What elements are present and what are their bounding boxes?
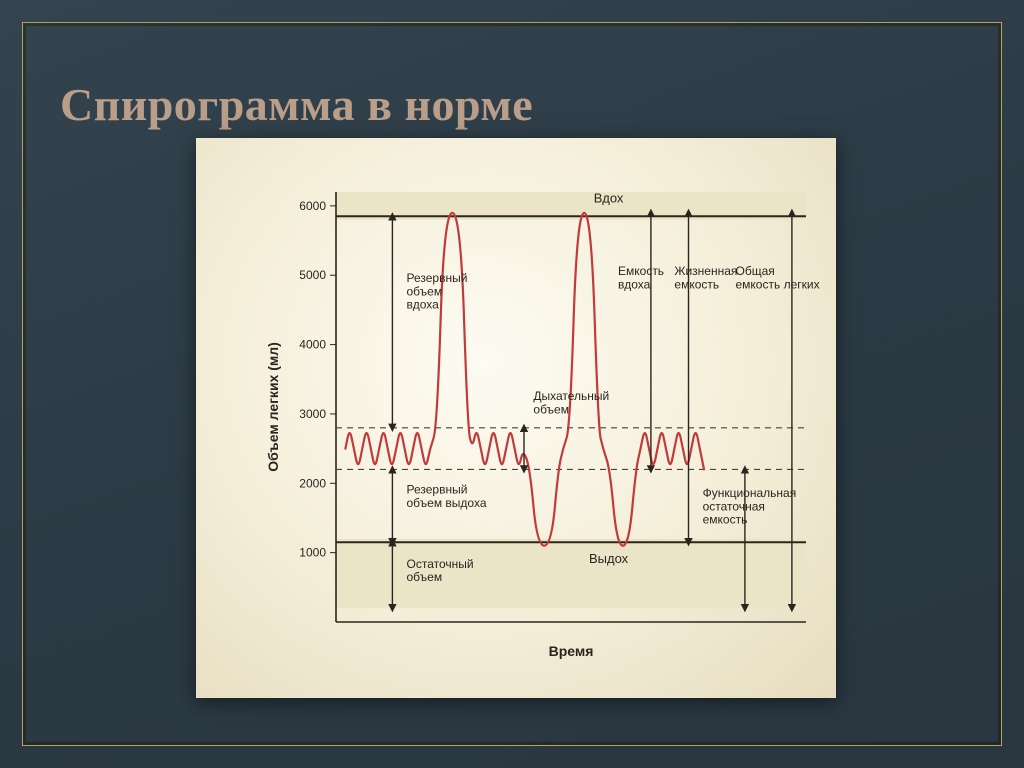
svg-text:Функциональнаяостаточнаяемкост: Функциональнаяостаточнаяемкость <box>703 486 797 526</box>
chart-panel: 1000 2000 3000 4000 5000 6000 Вдох Выдох Резервн… <box>196 138 836 698</box>
svg-text:Выдох: Выдох <box>589 551 629 566</box>
svg-text:Резервныйобъем выдоха: Резервныйобъем выдоха <box>407 483 487 510</box>
svg-text:Вдох: Вдох <box>594 190 624 205</box>
svg-text:Общаяемкость легких: Общаяемкость легких <box>736 264 820 291</box>
slide: Спирограмма в норме 1000 2000 3000 4000 5000… <box>0 0 1024 768</box>
y-tick-label: 3000 <box>299 407 326 421</box>
y-tick-label: 6000 <box>299 199 326 213</box>
svg-text:Резервныйобъемвдоха: Резервныйобъемвдоха <box>407 271 468 311</box>
y-tick-label: 1000 <box>299 546 326 560</box>
svg-text:Емкостьвдоха: Емкостьвдоха <box>618 264 664 291</box>
svg-text:Жизненнаяемкость: Жизненнаяемкость <box>674 264 737 291</box>
y-axis-label: Объем легких (мл) <box>265 342 281 472</box>
spirogram-chart: 1000 2000 3000 4000 5000 6000 Вдох Выдох Резервн… <box>196 138 836 698</box>
y-tick-label: 2000 <box>299 476 326 490</box>
y-tick-label: 4000 <box>299 338 326 352</box>
page-title: Спирограмма в норме <box>60 78 533 131</box>
y-tick-label: 5000 <box>299 268 326 282</box>
x-axis-label: Время <box>549 643 594 659</box>
